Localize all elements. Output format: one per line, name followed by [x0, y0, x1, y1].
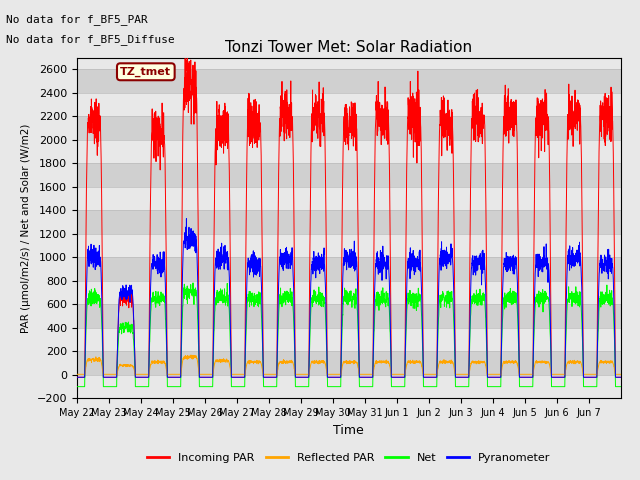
Bar — [77, 69, 621, 93]
Bar — [77, 234, 621, 257]
Legend: Incoming PAR, Reflected PAR, Net, Pyranometer: Incoming PAR, Reflected PAR, Net, Pyrano… — [143, 449, 555, 468]
Bar — [77, 140, 621, 163]
Bar — [77, 375, 621, 398]
Bar — [77, 116, 621, 140]
Bar — [77, 351, 621, 375]
Bar — [77, 210, 621, 234]
Bar — [77, 304, 621, 328]
Text: TZ_tmet: TZ_tmet — [120, 67, 172, 77]
Bar — [77, 93, 621, 116]
Bar — [77, 257, 621, 281]
Y-axis label: PAR (μmol/m2/s) / Net and Solar (W/m2): PAR (μmol/m2/s) / Net and Solar (W/m2) — [21, 123, 31, 333]
Bar — [77, 187, 621, 210]
Text: No data for f_BF5_Diffuse: No data for f_BF5_Diffuse — [6, 34, 175, 45]
Bar — [77, 163, 621, 187]
Bar — [77, 281, 621, 304]
Bar — [77, 328, 621, 351]
Text: No data for f_BF5_PAR: No data for f_BF5_PAR — [6, 14, 148, 25]
X-axis label: Time: Time — [333, 424, 364, 437]
Title: Tonzi Tower Met: Solar Radiation: Tonzi Tower Met: Solar Radiation — [225, 40, 472, 55]
